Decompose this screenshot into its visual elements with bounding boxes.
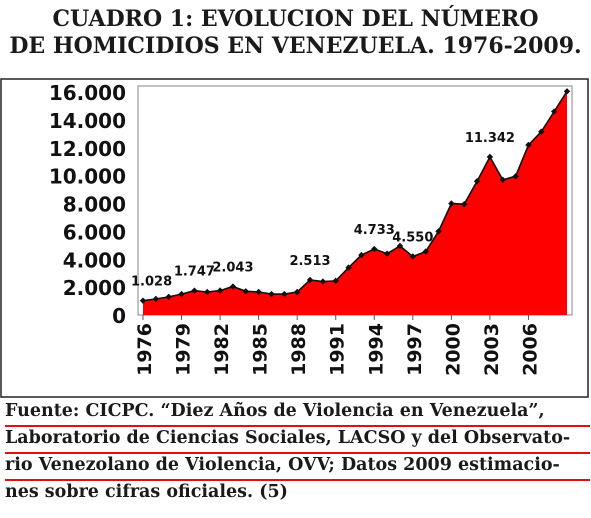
data-label-1976: 1.028	[131, 275, 172, 290]
y-tick-label: 16.000	[49, 81, 126, 105]
data-point-1984	[242, 288, 249, 295]
x-tick-label: 1997	[404, 323, 426, 376]
homicides-area-chart: 0 2.000 4.000 6.000 8.000 10.000 12.000 14.000 1…	[0, 78, 589, 398]
x-tick-label: 1991	[327, 323, 349, 376]
data-point-1982	[216, 287, 224, 294]
data-point-2006	[525, 141, 532, 149]
data-point-1987	[281, 290, 288, 298]
series-area	[143, 91, 567, 315]
data-point-2009	[563, 88, 571, 95]
data-label-1980: 1.747	[174, 265, 215, 280]
data-point-1992	[345, 264, 352, 271]
data-point-1991	[332, 277, 339, 285]
data-point-1997	[409, 253, 417, 260]
y-tick-label: 4.000	[63, 248, 126, 272]
data-point-1994	[371, 245, 378, 253]
data-point-2002	[473, 178, 481, 185]
y-tick-label: 12.000	[49, 137, 126, 161]
data-label-1983: 2.043	[212, 261, 253, 276]
caption-line-3: rio Venezolano de Violencia, OVV; Datos …	[5, 454, 590, 481]
x-tick-label: 2006	[519, 323, 541, 376]
data-point-1993	[358, 251, 365, 259]
data-point-1980	[191, 287, 198, 294]
source-caption: Fuente: CICPC. “Diez Años de Violencia e…	[5, 400, 590, 508]
data-point-1986	[268, 290, 275, 298]
data-point-1996	[396, 242, 404, 250]
data-point-1976	[139, 297, 147, 304]
data-point-1981	[204, 288, 211, 296]
data-point-2007	[538, 128, 545, 135]
data-label-1989: 2.513	[289, 254, 330, 269]
x-tick-label: 1988	[288, 323, 310, 376]
data-point-1983	[229, 283, 237, 290]
y-tick-label: 8.000	[63, 193, 126, 217]
x-tick-label: 1979	[173, 323, 195, 376]
data-point-2004	[499, 176, 506, 184]
data-point-1978	[165, 293, 172, 301]
data-point-1995	[383, 250, 391, 257]
y-tick-label: 2.000	[63, 276, 126, 300]
data-point-1985	[255, 288, 262, 296]
chart-title: CUADRO 1: EVOLUCION DEL NÚMERO DE HOMICI…	[0, 6, 591, 60]
caption-line-2: Laboratorio de Ciencias Sociales, LACSO …	[5, 427, 590, 454]
x-tick-label: 1985	[250, 323, 272, 376]
data-point-1977	[152, 295, 160, 303]
data-label-2003: 11.342	[465, 131, 515, 146]
series-line	[142, 90, 568, 302]
x-tick-label: 2000	[442, 323, 464, 376]
data-point-2005	[512, 173, 519, 180]
data-point-2003	[486, 153, 494, 161]
data-point-1998	[422, 248, 429, 255]
data-label-2009: 16.047 *	[518, 78, 580, 80]
data-point-2001	[461, 200, 468, 208]
x-tick-label: 1994	[365, 323, 387, 376]
x-tick-label: 1976	[134, 323, 156, 376]
caption-line-4: nes sobre cifras oficiales. (5)	[5, 482, 288, 502]
y-tick-label: 6.000	[63, 220, 126, 244]
caption-line-1: Fuente: CICPC. “Diez Años de Violencia e…	[5, 400, 590, 427]
x-tick-label: 1982	[211, 323, 233, 376]
chart-title-line-2: DE HOMICIDIOS EN VENEZUELA. 1976-2009.	[9, 33, 582, 59]
data-point-1990	[319, 278, 327, 285]
y-tick-label: 0	[112, 304, 126, 328]
data-point-1999	[435, 228, 442, 235]
y-tick-label: 14.000	[49, 109, 126, 133]
y-tick-label: 10.000	[49, 165, 126, 189]
chart-title-line-1: CUADRO 1: EVOLUCION DEL NÚMERO	[52, 6, 539, 32]
x-tick-label: 2003	[481, 323, 503, 376]
data-point-1989	[306, 276, 314, 284]
data-point-1988	[293, 288, 301, 296]
data-label-1994: 4.733	[354, 223, 395, 238]
data-label-1997: 4.550	[392, 230, 433, 245]
data-point-1979	[178, 290, 185, 298]
